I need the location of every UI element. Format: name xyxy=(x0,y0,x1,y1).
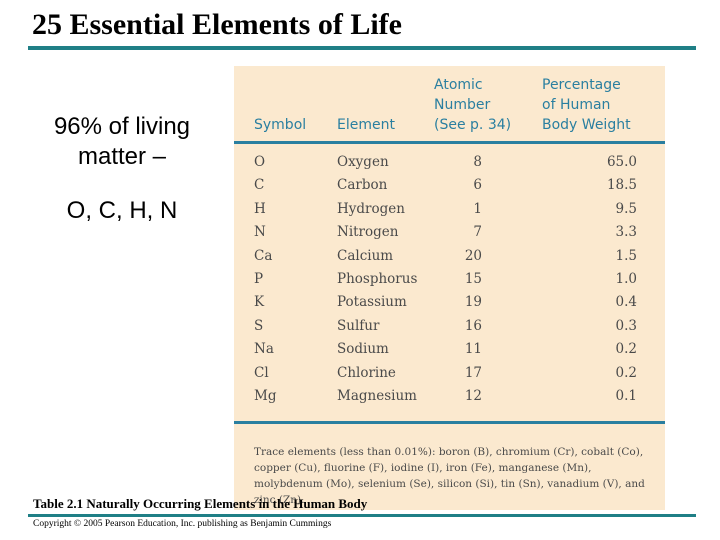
cell-atomic-number: 8 xyxy=(473,154,482,170)
table-row: O Oxygen 8 65.0 xyxy=(234,151,665,174)
cell-atomic-number: 20 xyxy=(464,247,482,264)
cell-symbol: S xyxy=(254,317,264,334)
table-caption: Table 2.1 Naturally Occurring Elements i… xyxy=(33,496,368,511)
cell-atomic-number: 11 xyxy=(464,341,482,358)
cell-element: Carbon xyxy=(337,177,388,194)
header-divider xyxy=(234,141,665,144)
cell-symbol: Ca xyxy=(254,247,273,264)
header-percentage: Percentage of Human Body Weight xyxy=(542,75,631,135)
cell-symbol: Mg xyxy=(254,387,277,404)
cell-percentage: 18.5 xyxy=(606,177,637,194)
cell-element: Oxygen xyxy=(337,154,389,170)
cell-symbol: Na xyxy=(254,341,274,358)
trace-divider xyxy=(234,421,665,424)
slide-title: 25 Essential Elements of Life xyxy=(32,8,402,41)
trace-elements-note: Trace elements (less than 0.01%): boron … xyxy=(254,446,645,506)
cell-percentage: 0.2 xyxy=(615,364,637,381)
cell-element: Nitrogen xyxy=(337,224,399,241)
copyright-notice: Copyright © 2005 Pearson Education, Inc.… xyxy=(33,519,332,529)
table-row: Mg Magnesium 12 0.1 xyxy=(234,385,665,408)
header-atomic-number-line: (See p. 34) xyxy=(434,117,512,133)
table-row: Cl Chlorine 17 0.2 xyxy=(234,362,665,385)
cell-percentage: 0.4 xyxy=(615,294,637,311)
cell-atomic-number: 15 xyxy=(464,270,482,287)
header-atomic-number: Atomic Number (See p. 34) xyxy=(434,75,511,135)
cell-percentage: 1.0 xyxy=(615,270,637,287)
cell-symbol: O xyxy=(254,154,266,170)
footer-divider xyxy=(28,514,696,517)
cell-atomic-number: 19 xyxy=(464,294,482,311)
header-atomic-number-line: Number xyxy=(434,97,491,113)
cell-element: Phosphorus xyxy=(337,270,418,287)
cell-element: Magnesium xyxy=(337,387,417,404)
table-row: S Sulfur 16 0.3 xyxy=(234,315,665,338)
cell-element: Potassium xyxy=(337,294,407,311)
cell-symbol: K xyxy=(254,294,265,311)
cell-percentage: 9.5 xyxy=(615,200,637,217)
header-symbol: Symbol xyxy=(254,117,307,133)
cell-percentage: 65.0 xyxy=(606,154,637,170)
cell-symbol: C xyxy=(254,177,265,194)
living-matter-text: 96% of living matter – xyxy=(53,113,191,170)
cell-percentage: 3.3 xyxy=(615,224,637,241)
cell-symbol: P xyxy=(254,270,264,287)
table-body: O Oxygen 8 65.0 C Carbon 6 18.5 H Hydrog… xyxy=(234,151,665,408)
cell-atomic-number: 16 xyxy=(464,317,482,334)
cell-atomic-number: 17 xyxy=(464,364,482,381)
cell-element: Sulfur xyxy=(337,317,380,334)
title-divider xyxy=(28,46,696,50)
cell-percentage: 0.3 xyxy=(615,317,637,334)
cell-element: Sodium xyxy=(337,341,389,358)
cell-symbol: Cl xyxy=(254,364,269,381)
cell-atomic-number: 6 xyxy=(473,177,482,194)
table-row: N Nitrogen 7 3.3 xyxy=(234,221,665,244)
cell-percentage: 0.1 xyxy=(615,387,637,404)
cell-percentage: 0.2 xyxy=(615,341,637,358)
elements-table: Symbol Element Atomic Number (See p. 34)… xyxy=(234,66,665,510)
table-row: Na Sodium 11 0.2 xyxy=(234,338,665,361)
major-elements-text: O, C, H, N xyxy=(66,197,178,224)
header-percentage-line: Percentage xyxy=(542,77,621,93)
cell-atomic-number: 7 xyxy=(473,224,482,241)
table-row: C Carbon 6 18.5 xyxy=(234,174,665,197)
cell-percentage: 1.5 xyxy=(615,247,637,264)
cell-symbol: N xyxy=(254,224,266,241)
header-percentage-line: Body Weight xyxy=(542,117,631,133)
table-row: K Potassium 19 0.4 xyxy=(234,291,665,314)
cell-atomic-number: 1 xyxy=(473,200,482,217)
cell-element: Calcium xyxy=(337,247,394,264)
table-row: H Hydrogen 1 9.5 xyxy=(234,198,665,221)
table-row: P Phosphorus 15 1.0 xyxy=(234,268,665,291)
cell-element: Hydrogen xyxy=(337,200,405,217)
table-row: Ca Calcium 20 1.5 xyxy=(234,245,665,268)
header-element: Element xyxy=(337,117,395,133)
header-percentage-line: of Human xyxy=(542,97,611,113)
cell-symbol: H xyxy=(254,200,266,217)
cell-atomic-number: 12 xyxy=(464,387,482,404)
cell-element: Chlorine xyxy=(337,364,396,381)
header-atomic-number-line: Atomic xyxy=(434,77,483,93)
